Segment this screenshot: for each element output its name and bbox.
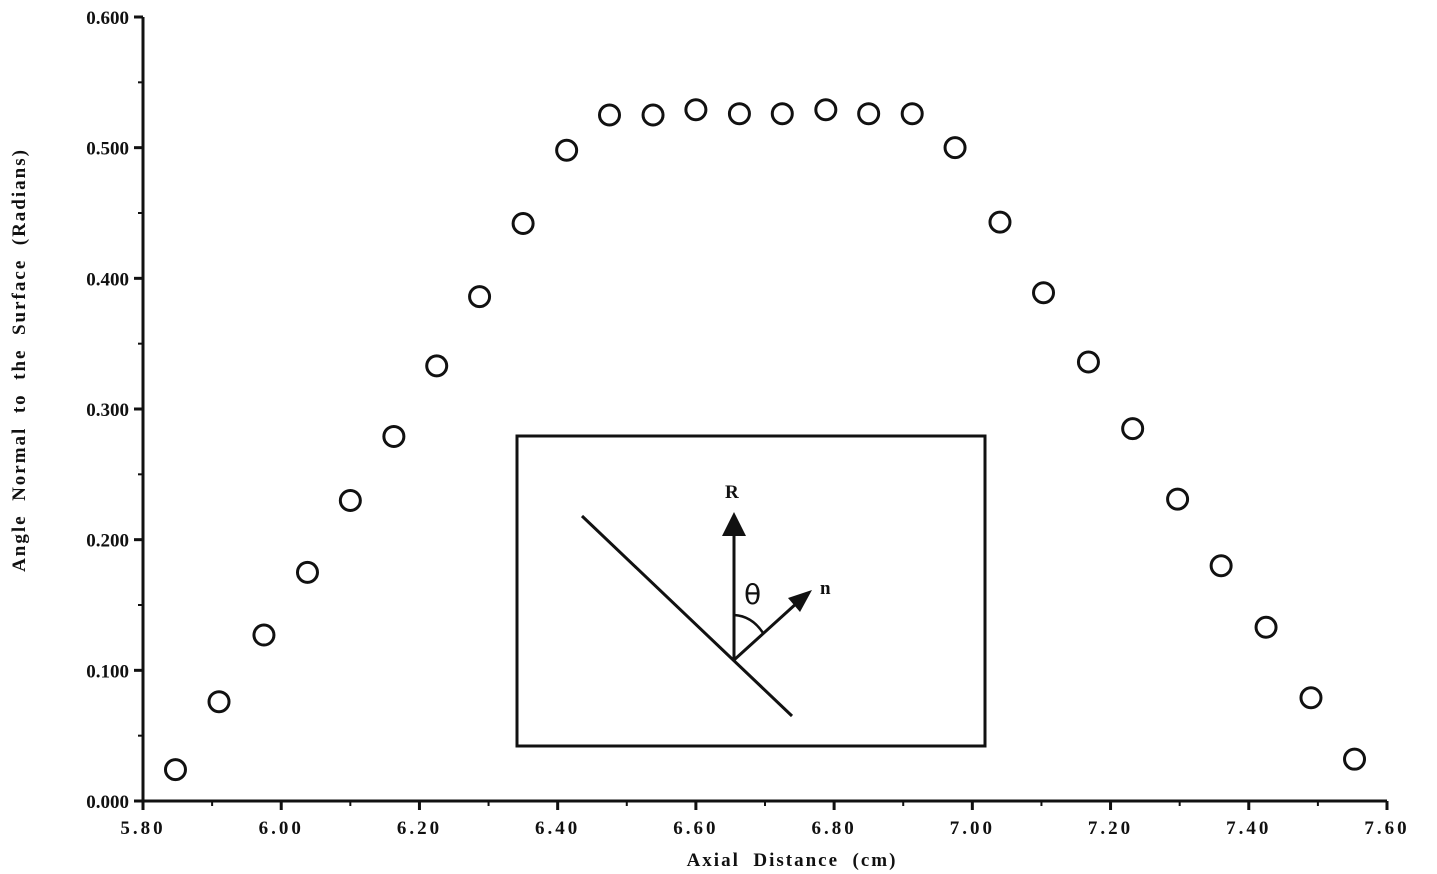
y-axis-title: Angle Normal to the Surface (Radians) bbox=[9, 148, 30, 572]
data-point bbox=[641, 103, 665, 127]
inset-n-arrowhead bbox=[788, 590, 812, 612]
inset-n-label: n bbox=[820, 578, 831, 599]
data-point bbox=[1032, 281, 1056, 305]
x-tick-label: 7.60 bbox=[1364, 818, 1409, 839]
data-point bbox=[684, 98, 708, 122]
data-point bbox=[770, 102, 794, 126]
x-tick-label: 7.00 bbox=[950, 818, 995, 839]
data-point bbox=[511, 211, 535, 235]
data-point bbox=[900, 102, 924, 126]
data-point bbox=[1299, 686, 1323, 710]
x-tick-label: 6.80 bbox=[811, 818, 856, 839]
data-point bbox=[207, 690, 231, 714]
x-axis-title: Axial Distance (cm) bbox=[687, 850, 898, 871]
data-point bbox=[814, 98, 838, 122]
x-tick-label: 6.00 bbox=[259, 818, 304, 839]
data-point bbox=[988, 210, 1012, 234]
data-point bbox=[468, 285, 492, 309]
x-tick-label: 7.40 bbox=[1226, 818, 1271, 839]
data-point bbox=[163, 758, 187, 782]
inset-frame bbox=[515, 434, 987, 748]
y-tick-label: 0.300 bbox=[86, 400, 129, 421]
data-point bbox=[943, 136, 967, 160]
y-tick-label: 0.600 bbox=[86, 8, 129, 29]
data-point bbox=[1076, 350, 1100, 374]
axes: 5.80 6.00 6.20 6.40 6.60 6.80 7.00 7.20 7.40 7.60… bbox=[86, 8, 1409, 839]
data-point bbox=[295, 560, 319, 584]
data-point bbox=[1343, 747, 1367, 771]
data-point bbox=[1166, 487, 1190, 511]
data-points bbox=[163, 98, 1367, 782]
data-point bbox=[338, 488, 362, 512]
x-tick-label: 6.20 bbox=[397, 818, 442, 839]
data-point bbox=[857, 102, 881, 126]
x-tick-label: 7.20 bbox=[1088, 818, 1133, 839]
data-point bbox=[1254, 615, 1278, 639]
data-point bbox=[598, 103, 621, 127]
x-tick-label: 5.80 bbox=[120, 818, 165, 839]
inset-angle-arc bbox=[733, 613, 765, 634]
data-point bbox=[555, 138, 579, 162]
y-tick-label: 0.200 bbox=[86, 531, 129, 552]
y-tick-label: 0.100 bbox=[86, 661, 129, 682]
data-point bbox=[425, 354, 449, 378]
y-tick-label: 0.000 bbox=[86, 792, 129, 813]
data-point bbox=[252, 623, 276, 647]
inset-theta-label: θ bbox=[744, 578, 761, 611]
inset-surface-line bbox=[580, 514, 794, 718]
y-tick-label: 0.500 bbox=[86, 139, 129, 160]
x-tick-label: 6.40 bbox=[535, 818, 580, 839]
inset-r-label: R bbox=[725, 482, 739, 503]
inset-r-arrowhead bbox=[722, 512, 746, 536]
inset-diagram: R n θ bbox=[515, 434, 987, 748]
inset-n-vector bbox=[732, 600, 800, 662]
data-point bbox=[1121, 417, 1145, 441]
data-point bbox=[1209, 554, 1233, 578]
data-point bbox=[382, 424, 406, 448]
x-tick-label: 6.60 bbox=[673, 818, 718, 839]
data-point bbox=[727, 102, 751, 126]
y-tick-label: 0.400 bbox=[86, 269, 129, 290]
